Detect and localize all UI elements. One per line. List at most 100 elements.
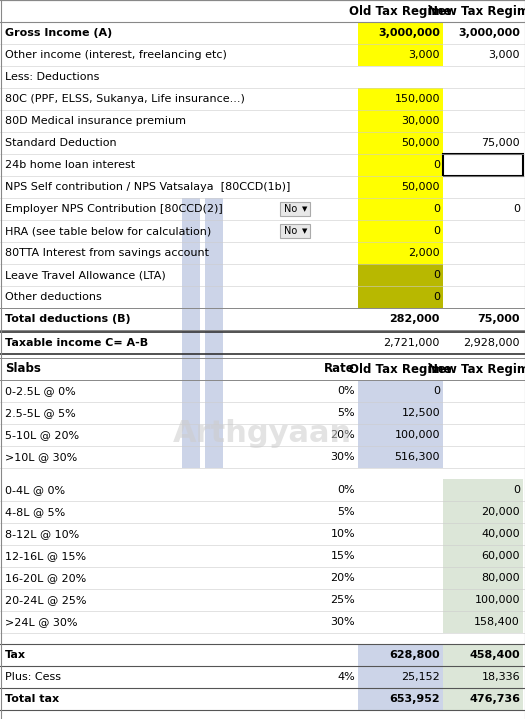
Text: 3,000,000: 3,000,000 [458, 28, 520, 38]
Text: 25,152: 25,152 [401, 672, 440, 682]
Text: Total tax: Total tax [5, 694, 59, 704]
Text: 20%: 20% [330, 573, 355, 583]
Text: 0: 0 [433, 292, 440, 302]
Text: Slabs: Slabs [5, 362, 41, 375]
FancyBboxPatch shape [0, 0, 525, 22]
FancyBboxPatch shape [280, 202, 310, 216]
Text: Old Tax Regime: Old Tax Regime [349, 4, 452, 17]
Text: >10L @ 30%: >10L @ 30% [5, 452, 77, 462]
Text: >24L @ 30%: >24L @ 30% [5, 617, 78, 627]
FancyBboxPatch shape [205, 198, 223, 468]
Text: Arthgyaan: Arthgyaan [172, 419, 352, 449]
Text: 5-10L @ 20%: 5-10L @ 20% [5, 430, 79, 440]
FancyBboxPatch shape [358, 22, 443, 44]
Text: 0: 0 [433, 226, 440, 236]
FancyBboxPatch shape [443, 479, 523, 633]
Text: 2,000: 2,000 [408, 248, 440, 258]
Text: Old Tax Regime: Old Tax Regime [349, 362, 452, 375]
Text: 0%: 0% [338, 386, 355, 396]
Text: 0-2.5L @ 0%: 0-2.5L @ 0% [5, 386, 76, 396]
Text: New Tax Regime: New Tax Regime [428, 362, 525, 375]
FancyBboxPatch shape [358, 264, 443, 286]
Text: 0-4L @ 0%: 0-4L @ 0% [5, 485, 65, 495]
Text: Other income (interest, freelancing etc): Other income (interest, freelancing etc) [5, 50, 227, 60]
Text: 12,500: 12,500 [402, 408, 440, 418]
Text: 3,000,000: 3,000,000 [378, 28, 440, 38]
FancyBboxPatch shape [358, 176, 443, 198]
Text: 20%: 20% [330, 430, 355, 440]
Text: Gross Income (A): Gross Income (A) [5, 28, 112, 38]
Text: 476,736: 476,736 [469, 694, 520, 704]
Text: ▼: ▼ [302, 228, 307, 234]
FancyBboxPatch shape [358, 220, 443, 242]
Text: 0: 0 [433, 270, 440, 280]
FancyBboxPatch shape [358, 198, 443, 220]
Text: 4%: 4% [337, 672, 355, 682]
Text: 628,800: 628,800 [390, 650, 440, 660]
Text: 158,400: 158,400 [474, 617, 520, 627]
Text: 282,000: 282,000 [390, 314, 440, 324]
Text: Less: Deductions: Less: Deductions [5, 72, 99, 82]
Text: 3,000: 3,000 [488, 50, 520, 60]
Text: 40,000: 40,000 [481, 529, 520, 539]
Text: 50,000: 50,000 [402, 182, 440, 192]
FancyBboxPatch shape [280, 224, 310, 238]
Text: 0: 0 [513, 204, 520, 214]
FancyBboxPatch shape [358, 154, 443, 176]
Text: 25%: 25% [330, 595, 355, 605]
Text: 30%: 30% [330, 617, 355, 627]
Text: 5%: 5% [338, 507, 355, 517]
FancyBboxPatch shape [443, 154, 523, 176]
Text: 2,721,000: 2,721,000 [384, 338, 440, 348]
Text: 458,400: 458,400 [469, 650, 520, 660]
Text: Leave Travel Allowance (LTA): Leave Travel Allowance (LTA) [5, 270, 166, 280]
FancyBboxPatch shape [358, 242, 443, 264]
Text: Other deductions: Other deductions [5, 292, 102, 302]
FancyBboxPatch shape [182, 198, 200, 468]
FancyBboxPatch shape [358, 44, 443, 66]
Text: 75,000: 75,000 [481, 138, 520, 148]
Text: 150,000: 150,000 [394, 94, 440, 104]
Text: 30%: 30% [330, 452, 355, 462]
Text: 24b home loan interest: 24b home loan interest [5, 160, 135, 170]
Text: 30,000: 30,000 [402, 116, 440, 126]
Text: No: No [284, 226, 297, 236]
FancyBboxPatch shape [358, 286, 443, 308]
Text: 0: 0 [433, 160, 440, 170]
Text: 100,000: 100,000 [475, 595, 520, 605]
Text: 653,952: 653,952 [390, 694, 440, 704]
Text: Total deductions (B): Total deductions (B) [5, 314, 131, 324]
Text: 18,336: 18,336 [481, 672, 520, 682]
FancyBboxPatch shape [358, 110, 443, 132]
Text: 10%: 10% [330, 529, 355, 539]
Text: 516,300: 516,300 [394, 452, 440, 462]
Text: 5%: 5% [338, 408, 355, 418]
Text: 100,000: 100,000 [394, 430, 440, 440]
Text: 3,000: 3,000 [408, 50, 440, 60]
Text: No: No [284, 204, 297, 214]
Text: Tax: Tax [5, 650, 26, 660]
FancyBboxPatch shape [358, 88, 443, 110]
FancyBboxPatch shape [358, 380, 443, 468]
Text: New Tax Regime: New Tax Regime [428, 4, 525, 17]
FancyBboxPatch shape [358, 644, 443, 710]
Text: 16-20L @ 20%: 16-20L @ 20% [5, 573, 86, 583]
Text: 50,000: 50,000 [402, 138, 440, 148]
Text: 60,000: 60,000 [481, 551, 520, 561]
Text: 80C (PPF, ELSS, Sukanya, Life insurance...): 80C (PPF, ELSS, Sukanya, Life insurance.… [5, 94, 245, 104]
Text: Taxable income C= A-B: Taxable income C= A-B [5, 338, 148, 348]
Text: NPS Self contribution / NPS Vatsalaya  [80CCD(1b)]: NPS Self contribution / NPS Vatsalaya [8… [5, 182, 290, 192]
Text: 20,000: 20,000 [481, 507, 520, 517]
Text: 80D Medical insurance premium: 80D Medical insurance premium [5, 116, 186, 126]
Text: 20-24L @ 25%: 20-24L @ 25% [5, 595, 87, 605]
FancyBboxPatch shape [443, 644, 523, 710]
Text: 75,000: 75,000 [478, 314, 520, 324]
Text: 80,000: 80,000 [481, 573, 520, 583]
Text: 4-8L @ 5%: 4-8L @ 5% [5, 507, 65, 517]
Text: 80TTA Interest from savings account: 80TTA Interest from savings account [5, 248, 209, 258]
Text: 0%: 0% [338, 485, 355, 495]
Text: 0: 0 [433, 386, 440, 396]
FancyBboxPatch shape [358, 132, 443, 154]
Text: HRA (see table below for calculation): HRA (see table below for calculation) [5, 226, 211, 236]
Text: Employer NPS Contribution [80CCD(2)]: Employer NPS Contribution [80CCD(2)] [5, 204, 223, 214]
